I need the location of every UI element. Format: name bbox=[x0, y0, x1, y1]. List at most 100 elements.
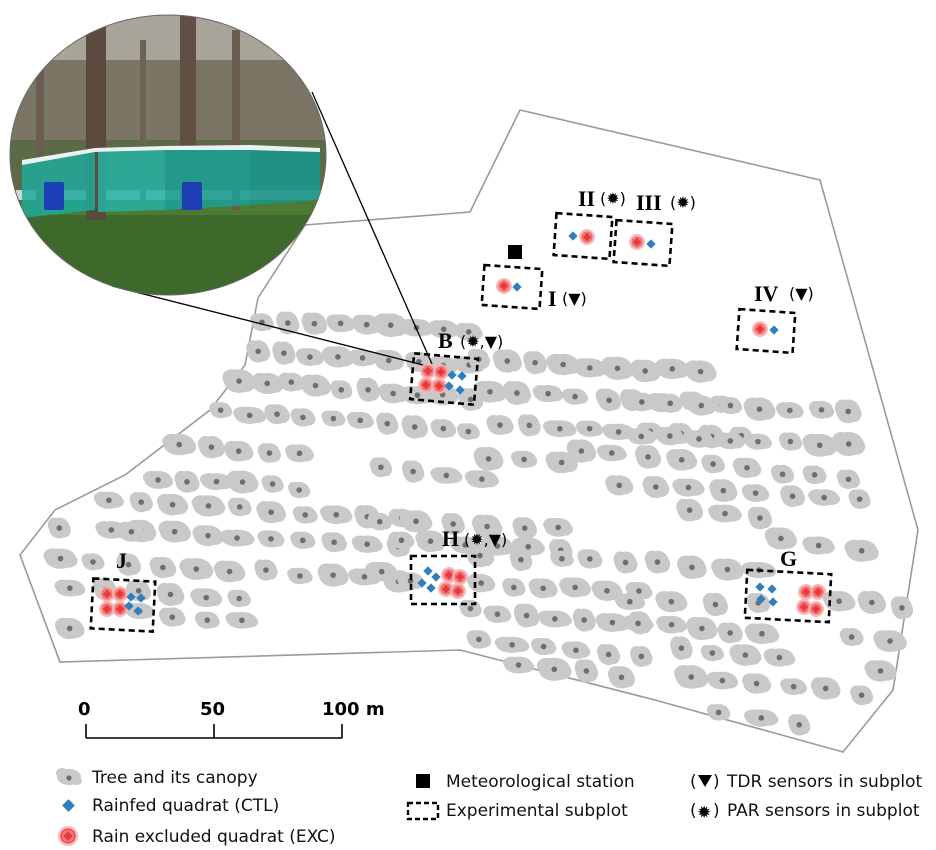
legend-item-tree: Tree and its canopy bbox=[56, 768, 258, 788]
tree-canopy bbox=[605, 475, 634, 496]
tree-canopy bbox=[864, 660, 897, 682]
exc-quadrat-marker bbox=[629, 234, 645, 250]
tree-canopy bbox=[466, 630, 492, 649]
ctl-quadrat-marker bbox=[426, 583, 436, 593]
tree-canopy bbox=[471, 514, 503, 539]
tree-canopy bbox=[857, 590, 887, 614]
tree-canopy bbox=[700, 644, 725, 662]
tree-canopy bbox=[192, 525, 224, 547]
tree-canopy bbox=[401, 460, 425, 483]
tree-canopy bbox=[517, 414, 541, 437]
tree-canopy bbox=[832, 432, 866, 456]
subplot-II: II (✹) bbox=[552, 186, 626, 261]
tree-canopy bbox=[764, 527, 798, 550]
tree-canopy bbox=[684, 430, 714, 448]
tree-canopy bbox=[351, 314, 382, 335]
subplot-I-sensors: (▼) bbox=[562, 289, 587, 308]
tree-canopy bbox=[802, 433, 838, 457]
tree-canopy bbox=[577, 549, 603, 569]
tree-canopy bbox=[219, 529, 255, 547]
ctl-quadrat-marker bbox=[133, 606, 143, 616]
exc-quadrat-marker bbox=[579, 229, 595, 245]
par-bracket-close: ) bbox=[713, 801, 720, 821]
par-bracket-open: ( bbox=[690, 801, 697, 821]
subplot-box-icon bbox=[406, 801, 440, 821]
tree-canopy bbox=[233, 406, 267, 424]
tree-canopy bbox=[486, 414, 514, 436]
ctl-quadrat-marker bbox=[124, 601, 134, 611]
tdr-triangle-icon bbox=[698, 775, 712, 787]
ctl-quadrat-marker bbox=[568, 231, 578, 241]
tree-canopy bbox=[250, 313, 274, 332]
tree-canopy bbox=[771, 464, 795, 484]
tree-canopy bbox=[836, 469, 861, 489]
tree-canopy bbox=[630, 645, 653, 667]
tree-canopy bbox=[158, 607, 186, 627]
met-station-icon bbox=[416, 774, 430, 788]
exc-quadrat-marker bbox=[452, 569, 468, 585]
tree-canopy bbox=[566, 439, 597, 463]
tree-canopy bbox=[502, 381, 532, 405]
tree-canopy bbox=[47, 517, 71, 539]
tree-canopy bbox=[326, 314, 355, 333]
tree-canopy bbox=[523, 351, 547, 375]
tree-canopy bbox=[684, 360, 717, 383]
tree-canopy bbox=[264, 404, 290, 425]
subplot-II-label: II bbox=[578, 186, 595, 211]
legend-item-ctl: Rainfed quadrat (CTL) bbox=[62, 796, 279, 816]
tree-canopy bbox=[708, 504, 742, 523]
tree-canopy bbox=[848, 489, 871, 509]
tree-canopy bbox=[778, 432, 803, 451]
tree-canopy bbox=[213, 560, 246, 583]
exc-quadrat-marker bbox=[450, 583, 466, 599]
ctl-quadrat-marker bbox=[126, 592, 136, 602]
tree-canopy bbox=[808, 489, 841, 506]
tree-canopy bbox=[531, 637, 557, 656]
tree-canopy bbox=[93, 491, 124, 509]
subplot-IV: IV (▼) bbox=[735, 281, 814, 355]
ctl-quadrat-marker bbox=[755, 582, 765, 592]
tree-canopy bbox=[287, 567, 313, 585]
tree-canopy bbox=[655, 426, 685, 446]
tree-canopy bbox=[810, 677, 841, 700]
tree-canopy bbox=[225, 612, 259, 629]
tree-canopy bbox=[622, 615, 654, 632]
subplot-III: III (✹) bbox=[612, 190, 696, 268]
subplot-H-label: H bbox=[442, 526, 459, 551]
tree-canopy bbox=[369, 457, 393, 478]
ctl-quadrat-marker bbox=[444, 381, 454, 391]
meteorological-station-icon bbox=[508, 245, 522, 259]
tree-canopy bbox=[54, 617, 85, 640]
subplot-G: G bbox=[743, 546, 833, 624]
tree-canopies bbox=[43, 311, 914, 736]
tree-canopy bbox=[542, 420, 577, 438]
tree-canopy bbox=[743, 397, 776, 421]
ctl-quadrat-marker bbox=[767, 584, 777, 594]
ctl-quadrat-marker bbox=[431, 572, 441, 582]
tree-canopy bbox=[156, 493, 189, 516]
legend-subplot-label: Experimental subplot bbox=[446, 801, 628, 821]
tree-canopy bbox=[129, 492, 153, 513]
tree-canopy bbox=[601, 423, 636, 441]
tree-canopy bbox=[467, 573, 496, 593]
tree-canopy bbox=[317, 563, 349, 587]
tree-canopy bbox=[156, 582, 185, 607]
tree-canopy bbox=[672, 478, 705, 497]
tree-canopy bbox=[802, 465, 827, 485]
ctl-quadrat-marker bbox=[447, 370, 457, 380]
tree-canopy bbox=[537, 610, 572, 628]
tree-canopy bbox=[464, 470, 500, 489]
tree-canopy bbox=[401, 415, 428, 439]
tree-canopy bbox=[850, 685, 874, 706]
exc-quadrat-marker bbox=[808, 601, 824, 617]
tree-canopy bbox=[747, 506, 773, 530]
ctl-quadrat-marker bbox=[455, 385, 465, 395]
tree-canopy bbox=[644, 550, 671, 574]
tree-canopy bbox=[288, 481, 311, 499]
scale-tick-50: 50 bbox=[200, 699, 225, 720]
tree-canopy bbox=[290, 408, 316, 427]
par-star-icon: ✹ bbox=[697, 803, 711, 823]
photo-connector-line bbox=[111, 285, 428, 367]
exc-marker-icon bbox=[58, 826, 78, 846]
tree-canopy bbox=[574, 659, 599, 683]
